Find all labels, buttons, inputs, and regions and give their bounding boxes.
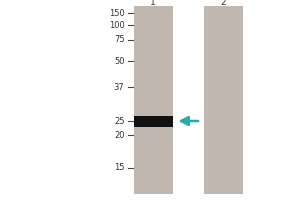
Bar <box>134 6 172 194</box>
Bar <box>134 116 172 127</box>
Text: 2: 2 <box>221 0 226 7</box>
Text: 20: 20 <box>114 130 124 140</box>
Text: 15: 15 <box>114 164 124 172</box>
Text: 75: 75 <box>114 36 124 45</box>
Text: 150: 150 <box>109 8 124 18</box>
Bar <box>204 6 243 194</box>
Text: 50: 50 <box>114 56 124 66</box>
Text: 37: 37 <box>114 83 124 92</box>
Text: 25: 25 <box>114 116 124 126</box>
Text: 1: 1 <box>150 0 156 7</box>
Text: 100: 100 <box>109 21 124 29</box>
